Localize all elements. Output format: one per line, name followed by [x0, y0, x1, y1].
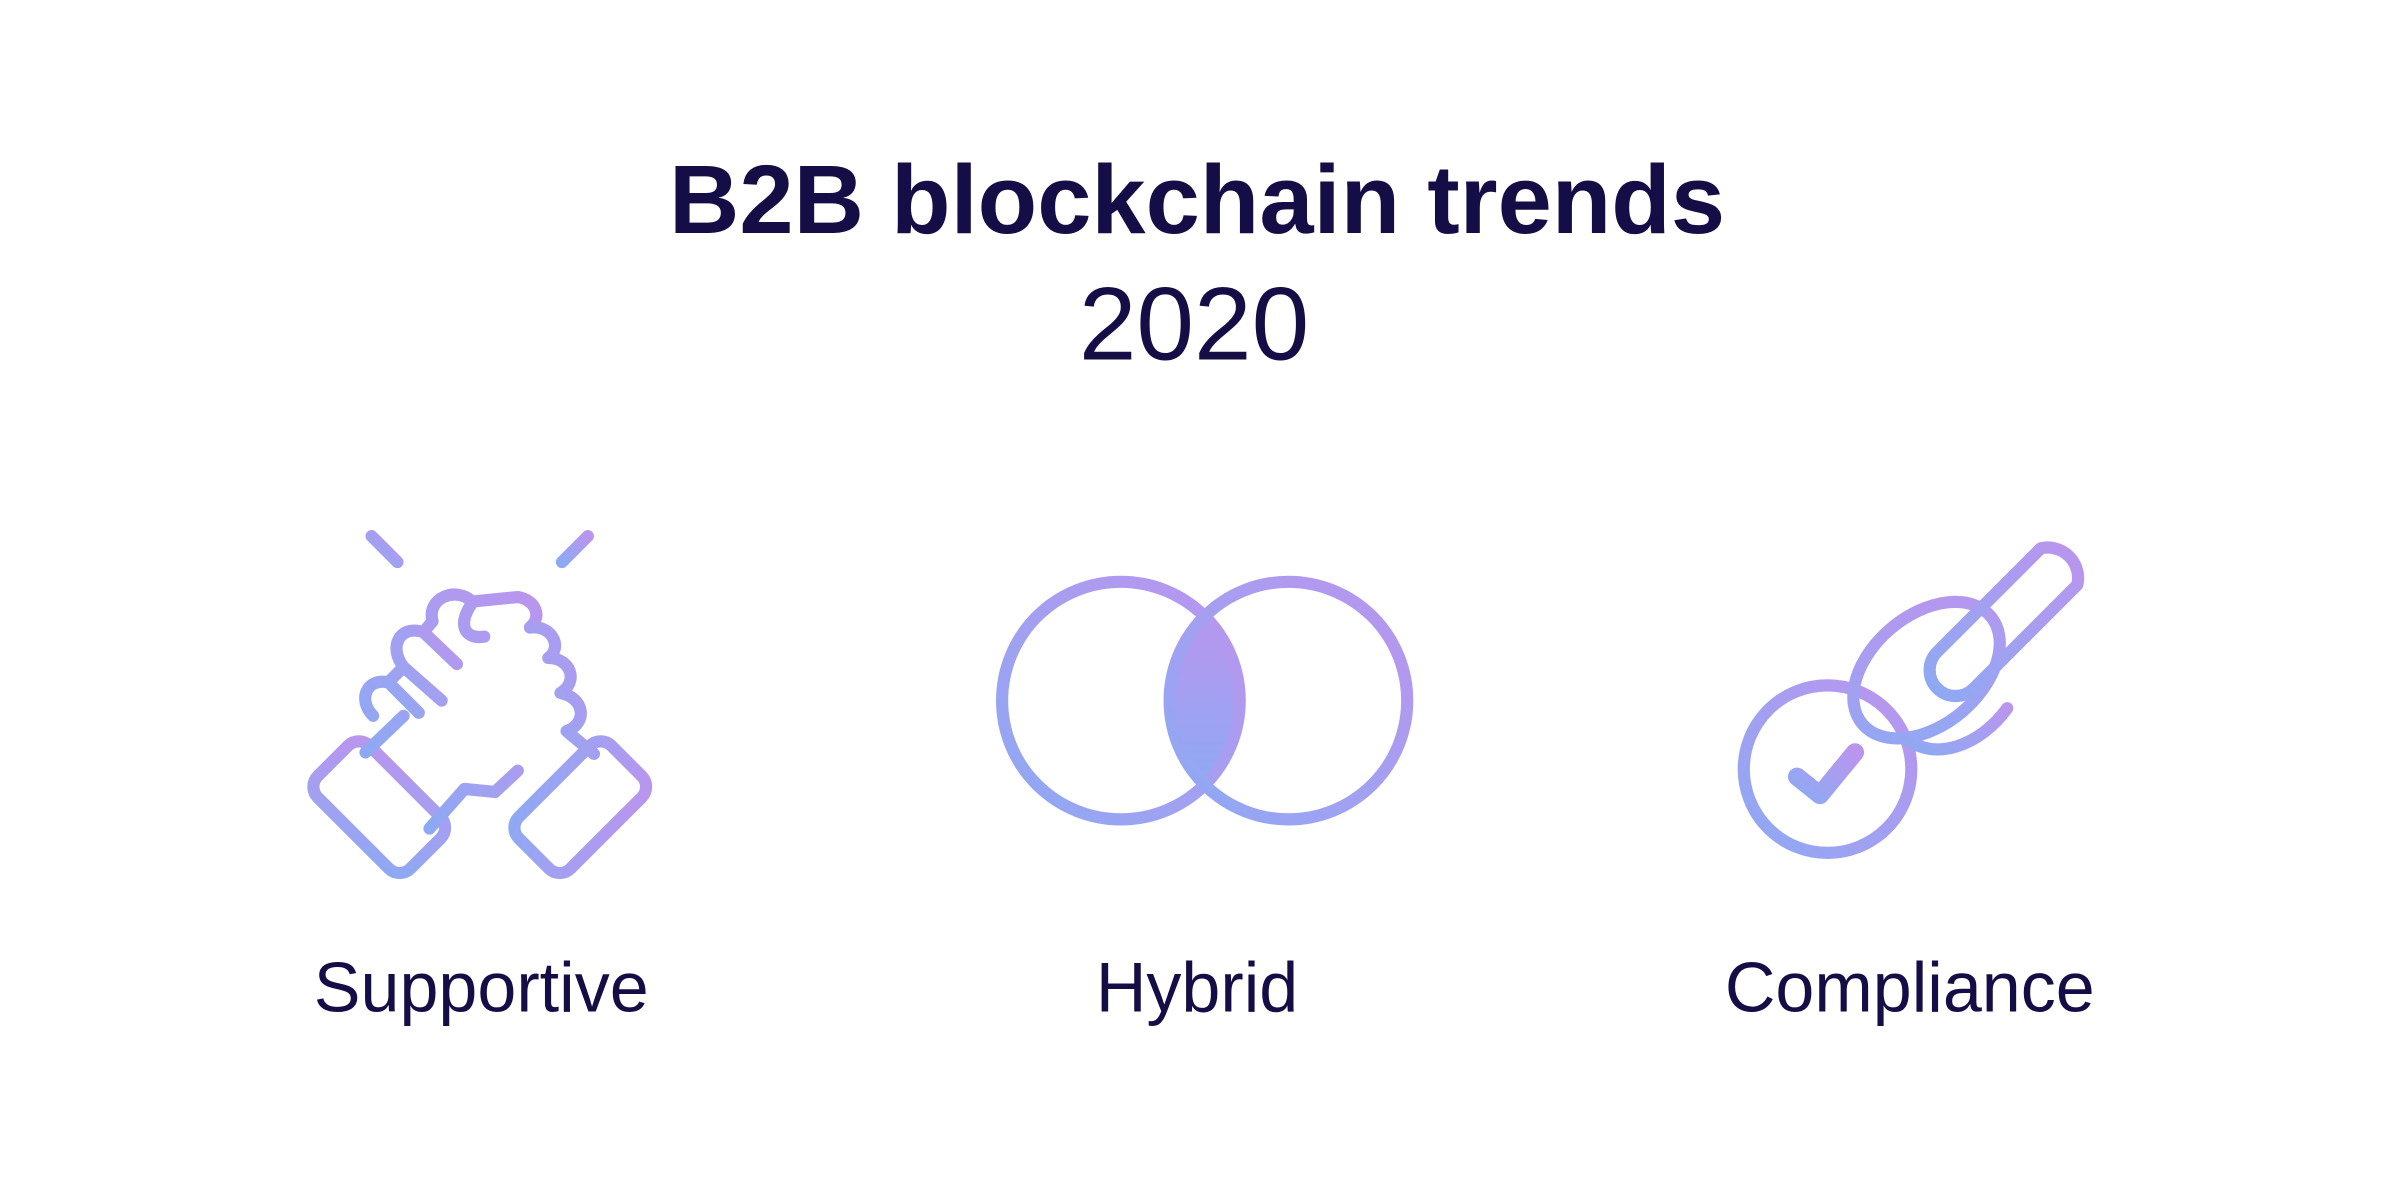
item-label: Hybrid	[1096, 948, 1298, 1026]
title: B2B blockchain trends	[669, 145, 1725, 254]
stamp-icon	[1737, 541, 2085, 859]
venn-icon	[996, 575, 1414, 826]
handshake-icon	[307, 514, 653, 880]
subtitle: 2020	[1079, 265, 1309, 381]
item-label: Compliance	[1725, 948, 2095, 1026]
item-label: Supportive	[314, 948, 649, 1026]
